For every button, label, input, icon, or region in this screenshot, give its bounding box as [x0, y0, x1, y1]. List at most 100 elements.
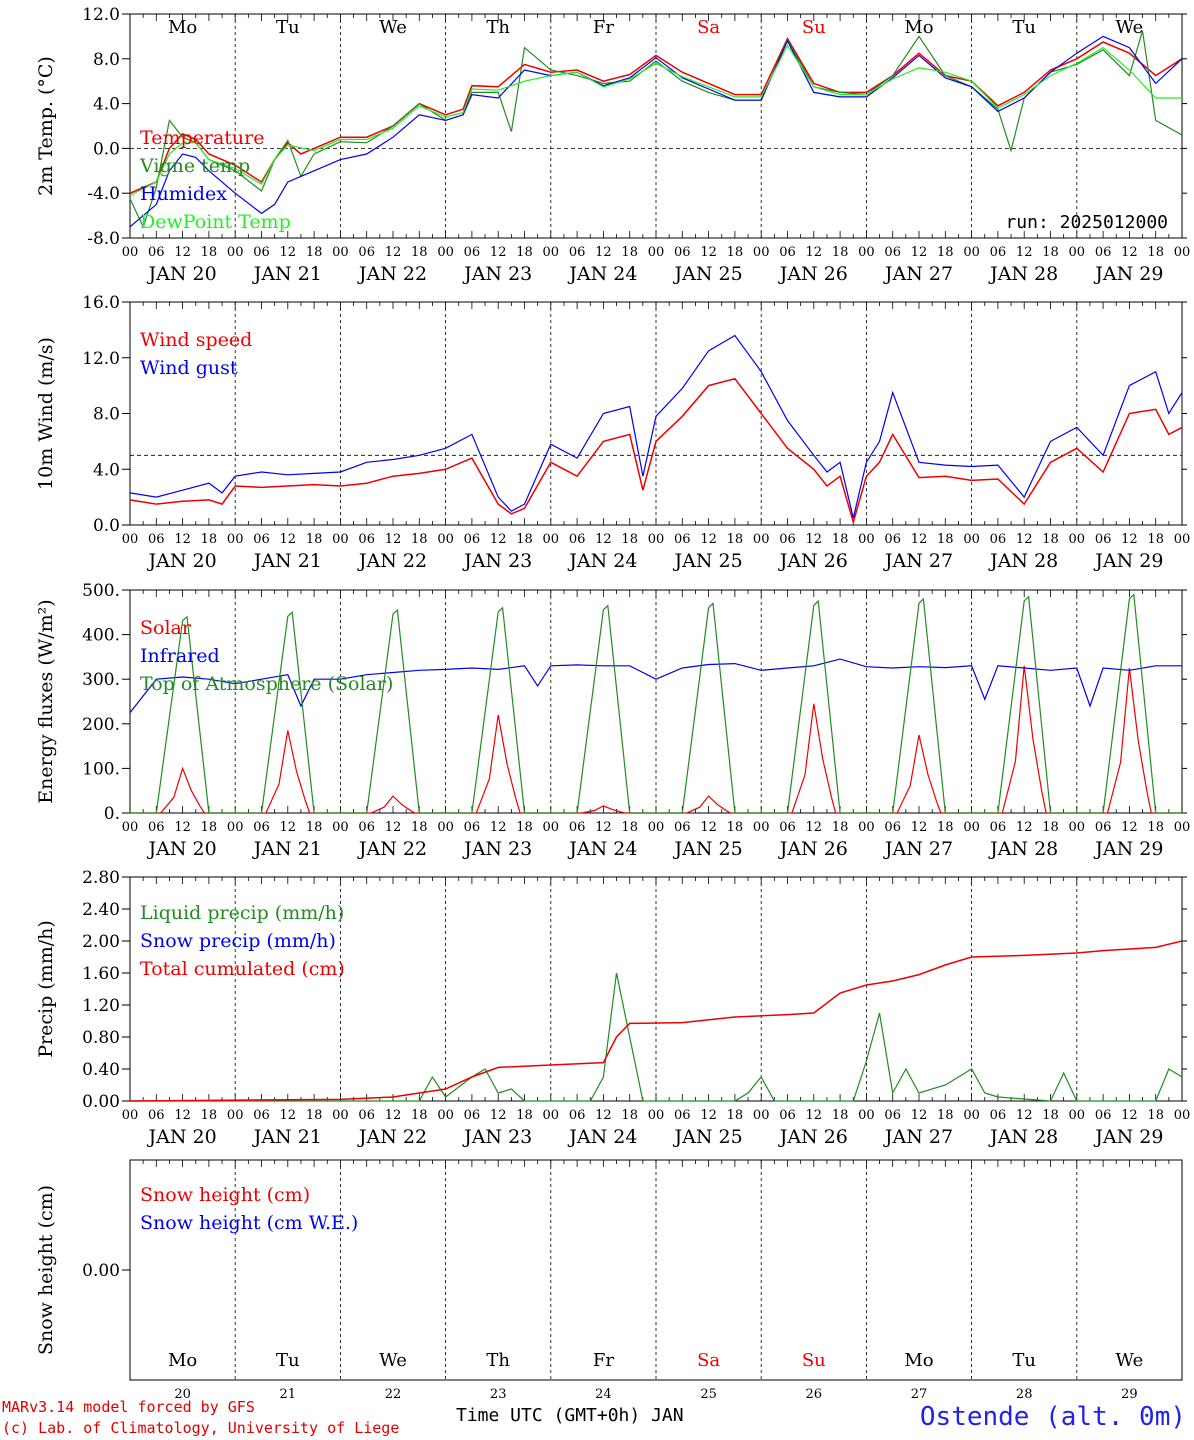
- series-line: [971, 665, 1077, 814]
- hour-tick-label: 18: [201, 820, 218, 835]
- weekday-label: Sa: [697, 1350, 720, 1371]
- series-line: [1076, 667, 1182, 814]
- hour-tick-label: 18: [727, 820, 744, 835]
- weekday-label: Fr: [593, 17, 614, 38]
- hour-tick-label: 18: [727, 532, 744, 547]
- series-line: [129, 44, 1182, 196]
- date-label: JAN 23: [462, 263, 532, 285]
- y-axis-label: Snow height (cm): [35, 1185, 57, 1355]
- hour-tick-label: 12: [1016, 532, 1033, 547]
- hour-tick-label: 06: [253, 1108, 270, 1123]
- hour-tick-label: 06: [358, 245, 375, 260]
- y-tick-label: 2.00: [82, 932, 120, 952]
- hour-tick-label: 00: [227, 245, 244, 260]
- hour-tick-label: 18: [937, 1108, 954, 1123]
- day-number-label: 20: [174, 1387, 191, 1402]
- hour-tick-label: 18: [727, 1108, 744, 1123]
- hour-tick-label: 00: [122, 820, 139, 835]
- y-tick-label: 12.0: [82, 5, 120, 25]
- hour-tick-label: 06: [569, 1108, 586, 1123]
- hour-tick-label: 18: [1147, 245, 1164, 260]
- hour-tick-label: 12: [1121, 820, 1138, 835]
- hour-tick-label: 18: [832, 820, 849, 835]
- y-axis-label: 2m Temp. (°C): [35, 56, 57, 196]
- hour-tick-label: 06: [569, 245, 586, 260]
- y-tick-label: 0.: [104, 804, 120, 824]
- y-tick-label: 0.0: [93, 516, 120, 536]
- hour-tick-label: 00: [437, 820, 454, 835]
- hour-tick-label: 00: [437, 245, 454, 260]
- hour-tick-label: 06: [464, 820, 481, 835]
- lab-credit: (c) Lab. of Climatology, University of L…: [2, 1419, 400, 1437]
- weekday-label: Tu: [276, 1350, 300, 1371]
- hour-tick-label: 06: [253, 820, 270, 835]
- date-label: JAN 27: [883, 838, 953, 860]
- hour-tick-label: 12: [174, 820, 191, 835]
- hour-tick-label: 12: [911, 532, 928, 547]
- series-line: [550, 805, 656, 814]
- date-label: JAN 25: [673, 263, 743, 285]
- y-tick-label: 0.00: [82, 1261, 120, 1281]
- panel-frame: [129, 589, 1183, 814]
- series-line: [129, 334, 1183, 519]
- series-line: [761, 703, 867, 814]
- y-tick-label: 4.0: [93, 460, 120, 480]
- y-tick-label: 0.0: [93, 139, 120, 159]
- weekday-label: Th: [486, 17, 510, 38]
- hour-tick-label: 06: [148, 245, 165, 260]
- hour-tick-label: 12: [1121, 532, 1138, 547]
- date-label: JAN 21: [252, 838, 322, 860]
- model-credit: MARv3.14 model forced by GFS: [2, 1398, 255, 1416]
- y-tick-label: 100.: [82, 759, 120, 779]
- hour-tick-label: 18: [832, 1108, 849, 1123]
- series-line: [340, 608, 446, 814]
- hour-tick-label: 06: [569, 532, 586, 547]
- day-number-label: 28: [1016, 1387, 1033, 1402]
- date-label: JAN 23: [462, 550, 532, 572]
- date-label: JAN 24: [567, 1126, 637, 1148]
- hour-tick-label: 18: [937, 245, 954, 260]
- legend-entry: Liquid precip (mm/h): [140, 902, 344, 924]
- y-tick-label: 300.: [82, 670, 120, 690]
- date-label: JAN 23: [462, 1126, 532, 1148]
- run-label: run: 2025012000: [1005, 212, 1168, 233]
- legend-entry: Top of Atmosphere (Solar): [140, 673, 393, 695]
- hour-tick-label: 12: [174, 245, 191, 260]
- hour-tick-label: 06: [148, 532, 165, 547]
- hour-tick-label: 00: [227, 1108, 244, 1123]
- y-tick-label: 400.: [82, 626, 120, 646]
- hour-tick-label: 12: [700, 1108, 717, 1123]
- hour-tick-label: 06: [674, 532, 691, 547]
- weekday-label: We: [379, 17, 407, 38]
- hour-tick-label: 00: [227, 532, 244, 547]
- series-line: [761, 599, 867, 814]
- date-label: JAN 20: [147, 838, 217, 860]
- day-number-label: 21: [280, 1387, 297, 1402]
- hour-tick-label: 06: [253, 532, 270, 547]
- hour-tick-label: 18: [201, 245, 218, 260]
- hour-tick-label: 00: [963, 245, 980, 260]
- hour-tick-label: 18: [411, 1108, 428, 1123]
- hour-tick-label: 18: [516, 245, 533, 260]
- series-line: [130, 766, 236, 814]
- hour-tick-label: 18: [201, 532, 218, 547]
- date-label: JAN 26: [778, 263, 848, 285]
- hour-tick-label: 12: [174, 532, 191, 547]
- series-line: [656, 602, 762, 814]
- date-label: JAN 21: [252, 550, 322, 572]
- hour-tick-label: 12: [806, 1108, 823, 1123]
- hour-tick-label: 00: [227, 820, 244, 835]
- weekday-label: We: [1116, 17, 1144, 38]
- legend-entry: Total cumulated (cm): [140, 958, 345, 980]
- hour-tick-label: 00: [122, 245, 139, 260]
- hour-tick-label: 12: [1016, 245, 1033, 260]
- hour-tick-label: 18: [937, 820, 954, 835]
- hour-tick-label: 00: [1069, 1108, 1086, 1123]
- hour-tick-label: 00: [963, 532, 980, 547]
- hour-tick-label: 00: [332, 1108, 349, 1123]
- hour-tick-label: 06: [674, 820, 691, 835]
- legend-entry: Snow precip (mm/h): [140, 930, 336, 952]
- date-label: JAN 20: [147, 263, 217, 285]
- hour-tick-label: 00: [332, 820, 349, 835]
- legend-entry: Wind speed: [140, 329, 252, 351]
